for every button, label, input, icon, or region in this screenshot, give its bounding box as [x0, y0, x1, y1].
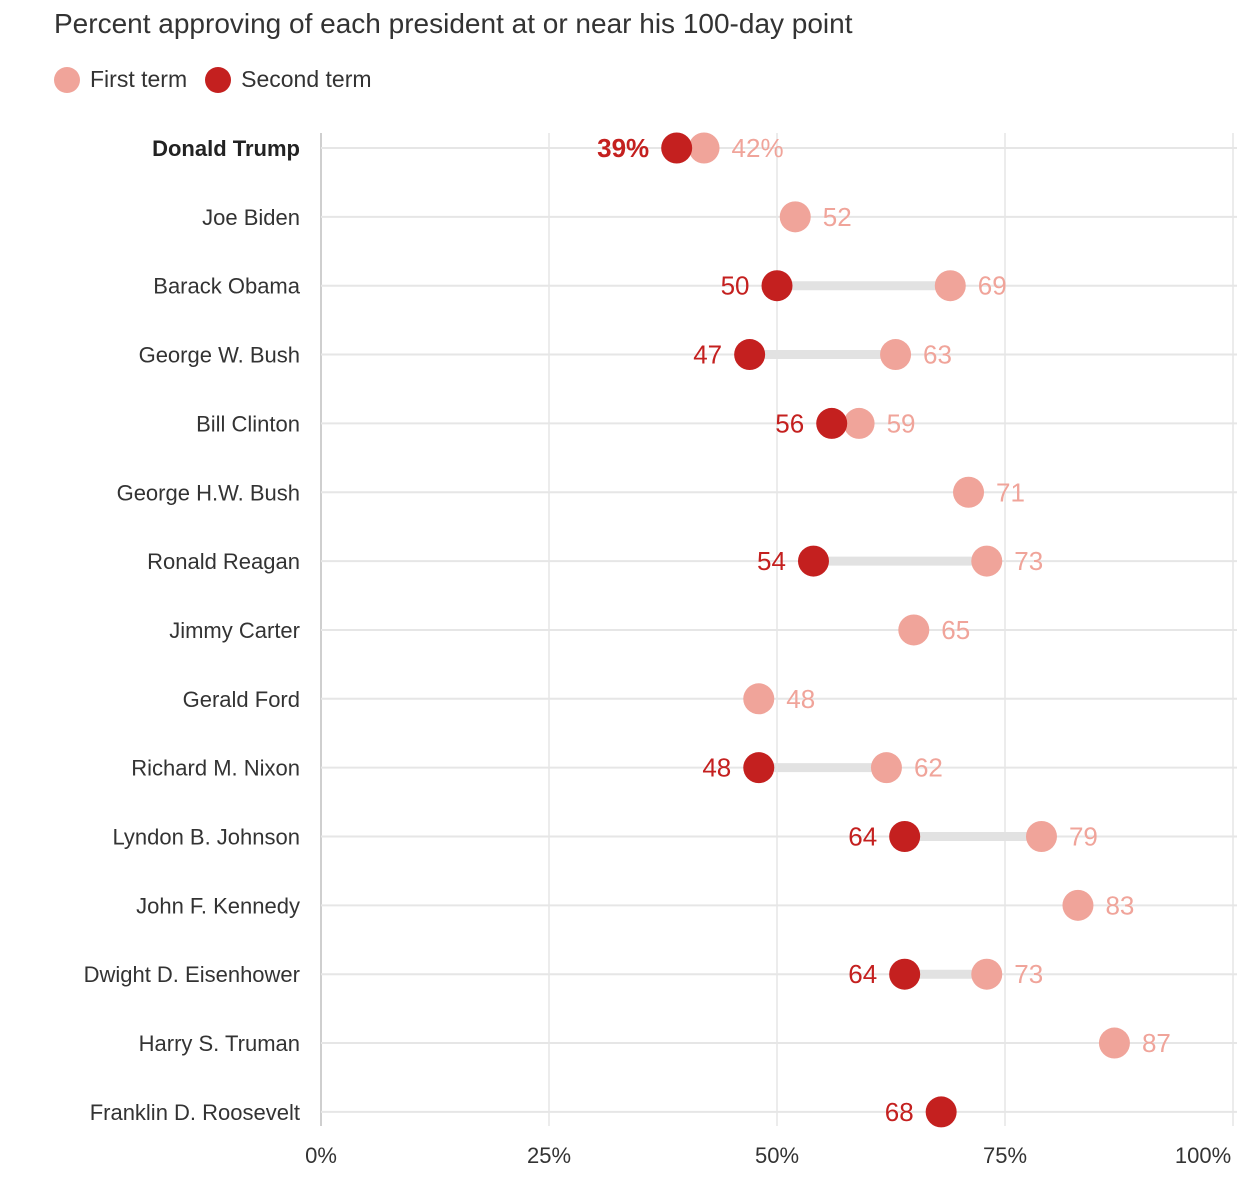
first-term-dot	[971, 958, 1003, 990]
first-term-dot	[1098, 1027, 1130, 1059]
second-term-dot	[661, 132, 693, 164]
first-term-dot	[870, 752, 902, 784]
second-term-value-label: 56	[775, 408, 804, 438]
first-term-dot	[743, 683, 775, 715]
first-term-dot	[843, 407, 875, 439]
first-term-value-label: 52	[823, 202, 852, 232]
first-term-value-label: 42%	[732, 133, 784, 163]
row-label: Barack Obama	[153, 274, 300, 299]
first-term-dot	[688, 132, 720, 164]
first-term-value-label: 73	[1014, 959, 1043, 989]
row-label: Joe Biden	[202, 205, 300, 230]
legend-swatch-second-term	[205, 66, 232, 93]
row-label: George H.W. Bush	[117, 480, 300, 505]
x-tick-label: 100%	[1175, 1143, 1231, 1168]
first-term-dot	[898, 614, 930, 646]
second-term-value-label: 64	[848, 822, 877, 852]
first-term-value-label: 71	[996, 477, 1025, 507]
x-tick-label: 25%	[527, 1143, 571, 1168]
x-tick-label: 50%	[755, 1143, 799, 1168]
first-term-dot	[880, 339, 912, 371]
legend-label-first-term: First term	[90, 66, 188, 92]
first-term-value-label: 59	[887, 408, 916, 438]
second-term-value-label: 48	[702, 753, 731, 783]
first-term-value-label: 79	[1069, 822, 1098, 852]
first-term-dot	[779, 201, 811, 233]
row-label: Harry S. Truman	[139, 1031, 300, 1056]
row-label: John F. Kennedy	[136, 893, 300, 918]
first-term-dot	[1062, 889, 1094, 921]
second-term-dot	[743, 752, 775, 784]
row-label: George W. Bush	[139, 343, 300, 368]
first-term-value-label: 83	[1105, 890, 1134, 920]
row-label: Lyndon B. Johnson	[112, 825, 300, 850]
chart-title: Percent approving of each president at o…	[54, 8, 853, 39]
first-term-dot	[971, 545, 1003, 577]
row-label: Ronald Reagan	[147, 549, 300, 574]
legend-swatch-first-term	[54, 66, 80, 93]
second-term-dot	[925, 1096, 957, 1128]
first-term-value-label: 48	[786, 684, 815, 714]
second-term-dot	[889, 821, 921, 852]
second-term-value-label: 39%	[597, 133, 649, 163]
row-label: Franklin D. Roosevelt	[90, 1100, 300, 1125]
second-term-dot	[797, 545, 829, 577]
first-term-value-label: 69	[978, 271, 1007, 301]
legend-label-second-term: Second term	[241, 66, 372, 92]
legend-item-second-term: Second term	[205, 66, 372, 93]
first-term-dot	[953, 476, 985, 508]
second-term-value-label: 64	[848, 959, 877, 989]
row-label: Dwight D. Eisenhower	[84, 962, 300, 987]
second-term-value-label: 50	[721, 271, 750, 301]
x-tick-label: 75%	[983, 1143, 1027, 1168]
first-term-value-label: 87	[1142, 1028, 1171, 1058]
second-term-dot	[889, 958, 921, 990]
row-label: Jimmy Carter	[169, 618, 300, 643]
x-tick-label: 0%	[305, 1143, 337, 1168]
row-label: Richard M. Nixon	[131, 756, 300, 781]
legend: First term Second term	[54, 66, 390, 93]
second-term-value-label: 68	[885, 1097, 914, 1127]
legend-item-first-term: First term	[54, 66, 187, 93]
first-term-value-label: 65	[941, 615, 970, 645]
first-term-value-label: 63	[923, 340, 952, 370]
second-term-dot	[816, 407, 848, 439]
row-label: Donald Trump	[152, 136, 300, 161]
first-term-dot	[934, 270, 966, 302]
second-term-dot	[734, 339, 766, 371]
second-term-dot	[761, 270, 793, 302]
first-term-value-label: 73	[1014, 546, 1043, 576]
row-label: Gerald Ford	[183, 687, 300, 712]
second-term-value-label: 47	[693, 340, 722, 370]
row-label: Bill Clinton	[196, 411, 300, 436]
first-term-value-label: 62	[914, 753, 943, 783]
second-term-value-label: 54	[757, 546, 786, 576]
first-term-dot	[1025, 821, 1057, 852]
